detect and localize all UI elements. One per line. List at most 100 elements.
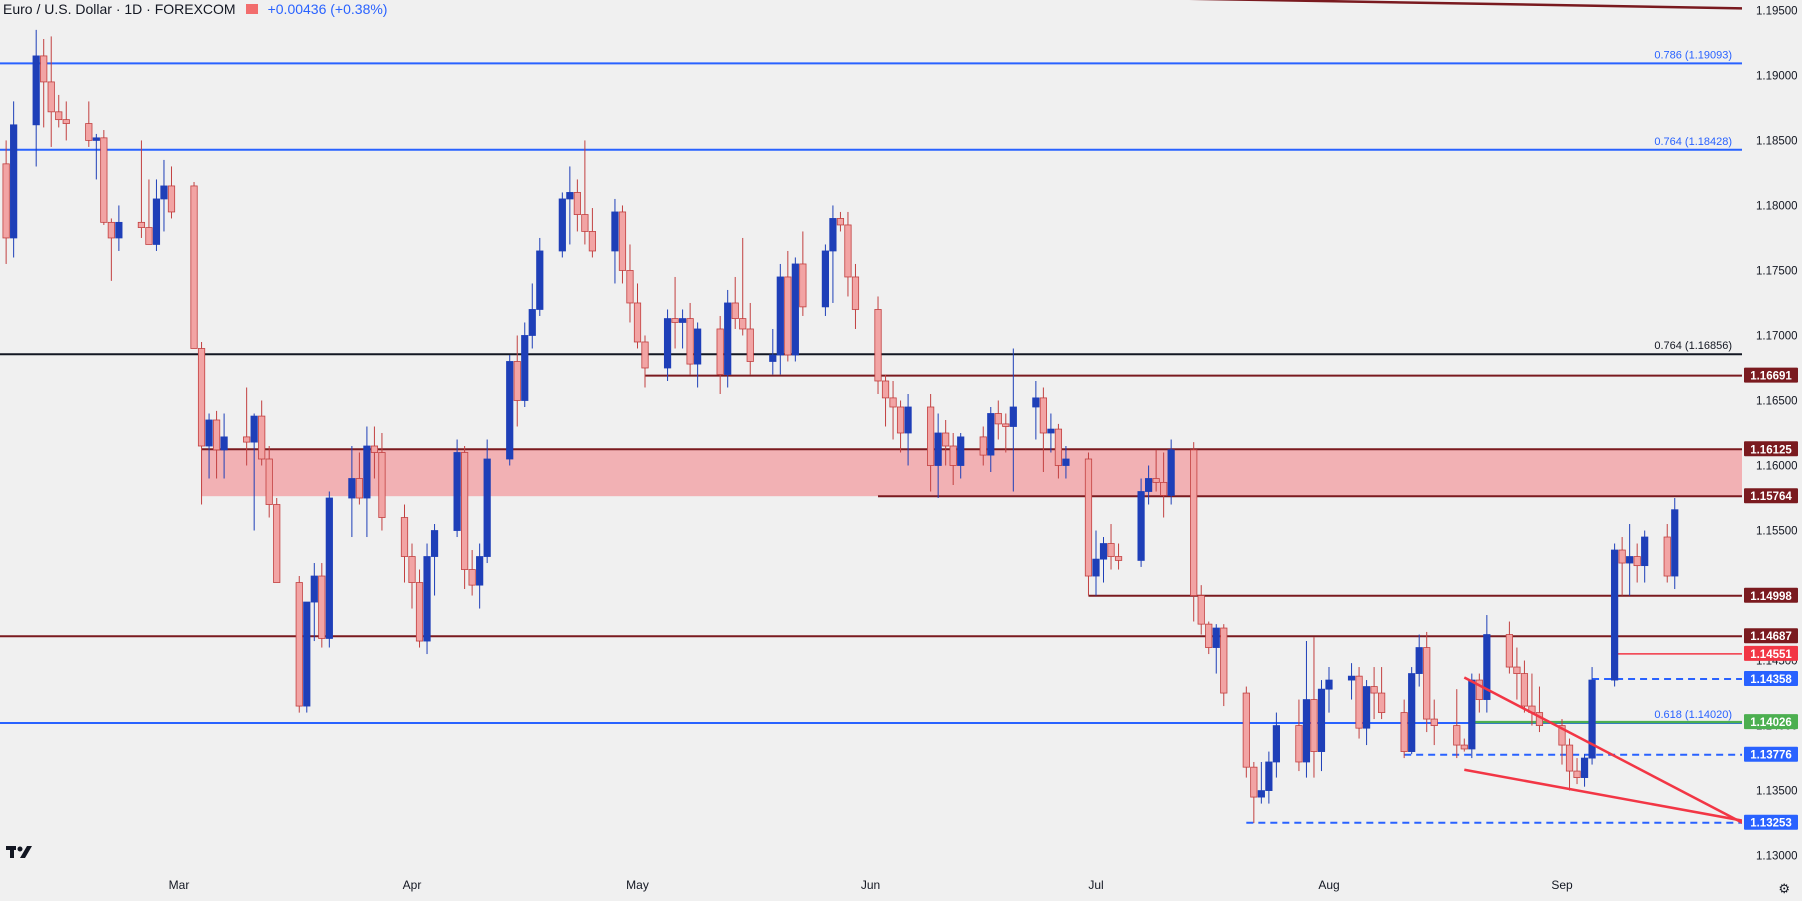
price-tag-6 (1744, 671, 1798, 687)
candle-body-20 (212, 419, 221, 451)
candle-body-37 (400, 517, 409, 557)
candle-body-28 (303, 601, 311, 707)
y-tick-label: 1.19500 (1756, 5, 1798, 17)
candle-body-40 (423, 556, 431, 642)
candle-body-29 (310, 575, 318, 603)
candle-body-106 (1114, 556, 1123, 561)
candle-body-155 (1633, 556, 1641, 567)
chart-header: Euro / U.S. Dollar · 1D · FOREXCOM +0.00… (0, 0, 388, 18)
candle-body-117 (1242, 692, 1250, 768)
candle-body-124 (1310, 699, 1318, 752)
candle-body-61 (641, 341, 649, 369)
candle-body-63 (671, 318, 679, 323)
price-tag-label: 1.14026 (1750, 717, 1792, 729)
candle-body-100 (1054, 428, 1063, 466)
candle-body-115 (1212, 627, 1220, 648)
candle-body-101 (1062, 458, 1070, 466)
candle-body-141 (1483, 634, 1491, 700)
candle-body-6 (62, 119, 70, 124)
price-tag-3 (1744, 587, 1798, 603)
candle-body-54 (573, 192, 581, 215)
candle-body-78 (829, 218, 837, 252)
candle-body-121 (1272, 725, 1280, 763)
price-tag-label: 1.13253 (1750, 818, 1792, 830)
candle-body-126 (1325, 679, 1333, 690)
level-label-3: 0.618 (1.14020) (1654, 709, 1732, 721)
candle-body-83 (881, 380, 890, 399)
candle-body-38 (408, 556, 416, 583)
candle-body-43 (461, 452, 469, 570)
candle-body-97 (1032, 397, 1040, 408)
candle-body-93 (987, 413, 995, 456)
candle-body-156 (1641, 536, 1649, 567)
candle-body-116 (1220, 627, 1228, 694)
candle-body-122 (1295, 725, 1303, 763)
candle-body-33 (355, 478, 363, 499)
candle-body-143 (1513, 666, 1521, 674)
candle-body-49 (521, 335, 529, 401)
candle-body-142 (1505, 634, 1513, 668)
price-tag-label: 1.14551 (1750, 649, 1792, 661)
candle-body-157 (1663, 536, 1671, 577)
candle-body-107 (1137, 491, 1145, 561)
candle-body-95 (1002, 423, 1010, 427)
y-tick-label: 1.18500 (1756, 135, 1798, 147)
trendline-1 (1464, 768, 1742, 822)
candle-body-2 (32, 55, 40, 126)
candle-body-19 (205, 419, 213, 447)
candle-body-42 (453, 452, 461, 531)
candle-body-47 (506, 361, 514, 460)
candle-body-62 (663, 318, 672, 369)
level-label-2: 0.764 (1.16856) (1654, 340, 1732, 352)
candle-body-99 (1047, 428, 1055, 434)
price-tag-9 (1744, 814, 1798, 830)
candle-body-82 (874, 309, 882, 382)
candle-body-57 (611, 211, 619, 252)
y-tick-label: 1.19000 (1756, 70, 1798, 82)
candle-body-10 (107, 221, 115, 239)
candle-body-134 (1415, 647, 1423, 674)
resistance-zone (201, 449, 1742, 497)
price-tag-label: 1.15764 (1750, 491, 1792, 503)
candle-body-52 (558, 198, 566, 252)
flag-icon[interactable] (245, 4, 258, 14)
candle-body-98 (1039, 397, 1047, 434)
x-tick-label: Jun (861, 878, 880, 892)
candle-body-85 (896, 406, 905, 434)
price-tag-1 (1744, 441, 1798, 457)
x-tick-label: Mar (169, 878, 190, 892)
settings-gear-icon[interactable]: ⚙ (1778, 881, 1790, 896)
candle-body-1 (10, 124, 18, 239)
candle-body-105 (1107, 543, 1115, 557)
price-tag-5 (1744, 645, 1798, 661)
candle-body-87 (927, 406, 935, 466)
x-tick-label: May (626, 878, 649, 892)
candle-body-119 (1257, 790, 1265, 798)
candle-body-137 (1453, 725, 1461, 746)
candle-body-15 (160, 185, 168, 200)
candle-body-4 (47, 81, 55, 113)
candle-body-132 (1400, 712, 1408, 752)
y-tick-label: 1.17000 (1756, 330, 1798, 342)
candle-body-103 (1092, 558, 1100, 577)
y-tick-label: 1.13000 (1756, 851, 1798, 863)
trendline-0 (1463, 676, 1742, 824)
candle-body-0 (2, 163, 10, 239)
candle-body-25 (265, 458, 273, 505)
candle-body-88 (934, 432, 942, 466)
candle-body-104 (1099, 543, 1108, 560)
candle-body-24 (258, 415, 266, 460)
candle-body-56 (588, 231, 596, 252)
x-tick-label: Aug (1318, 878, 1339, 892)
candle-body-68 (724, 302, 732, 375)
candle-body-23 (250, 415, 258, 443)
candle-body-127 (1347, 675, 1356, 681)
tradingview-logo-icon[interactable] (6, 843, 36, 859)
candle-body-96 (1009, 406, 1017, 427)
price-tag-7 (1744, 714, 1798, 730)
candle-body-13 (145, 227, 153, 245)
time-axis (0, 866, 1802, 901)
candle-body-108 (1145, 478, 1153, 492)
candle-body-113 (1197, 595, 1205, 625)
